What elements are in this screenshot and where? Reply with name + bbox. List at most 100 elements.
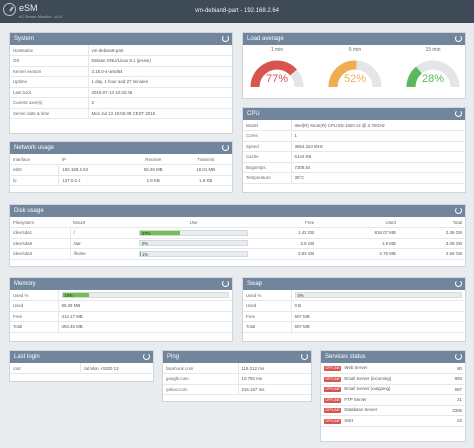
table-row: Uptime 1 day, 1 hour and 27 minutes: [10, 76, 232, 88]
row-value: 80.28 MB: [58, 300, 232, 312]
services-panel: Services status OFFLINE Web Server 80 OFFLI…: [320, 350, 466, 442]
used-space: 4.78 MB: [317, 248, 399, 260]
table-row: Total 507 MB: [243, 321, 465, 333]
refresh-icon[interactable]: [143, 353, 150, 360]
system-panel-header: System: [10, 33, 232, 45]
refresh-icon[interactable]: [455, 207, 462, 214]
row-value: 507 MB: [291, 311, 465, 322]
row-label: Free: [243, 311, 292, 322]
table-row: OFFLINE Email Server (outgoing) 587: [321, 384, 465, 395]
cpu-table: Model Intel(R) Xeon(R) CPU E5-1620 v2 @ 3…: [243, 120, 465, 184]
row-value: 1.9 KB: [179, 175, 232, 186]
table-row: Free 414.17 MB: [10, 311, 232, 322]
service-name: Email Server (outgoing): [344, 386, 391, 392]
disk-panel: Disk usage Filesystem Mount Use Free Used Tot…: [9, 204, 466, 267]
row-value: 507 MB: [291, 321, 465, 333]
gauge-value: 77%: [265, 73, 289, 85]
table-row: google.com 10.792 ms: [163, 373, 311, 385]
usage-bar-fill: [140, 251, 142, 256]
table-row: facebook.com 119.212 ms: [163, 363, 311, 374]
usage-percent: 0%: [142, 241, 149, 247]
gauge-arc: [250, 60, 304, 87]
table-row: root Jul Mon +0200 13: [10, 363, 153, 374]
app-name: eSM: [19, 3, 38, 13]
service-name: Web Server: [344, 365, 368, 370]
row-label: Speed: [243, 141, 292, 152]
refresh-icon[interactable]: [222, 144, 229, 151]
column-header: Free: [251, 217, 318, 228]
cpu-panel-header: CPU: [243, 108, 465, 120]
network-panel-header: Network usage: [10, 142, 232, 154]
table-row: Temperature 39°C: [243, 172, 465, 184]
free-space: 2.9 GB: [251, 238, 318, 249]
ping-panel: Ping facebook.com 119.212 ms google.com 10.…: [162, 350, 312, 402]
service-name: SSH: [344, 417, 354, 423]
refresh-icon[interactable]: [455, 110, 462, 117]
table-row: Kernel version 3.16.0-4-amd64: [10, 66, 232, 77]
table-row: Used % 16%: [10, 290, 232, 301]
memory-table: Used % 16% Used 80.28 MB Free 414.17 MB Total 4…: [10, 290, 232, 333]
used-space: 818.07 MB: [317, 227, 399, 239]
table-row: Last boot 2015-07-13 10:32:46: [10, 87, 232, 98]
load-panel-header: Load average: [243, 33, 465, 45]
filesystem: /dev/sda6: [10, 238, 71, 249]
refresh-icon[interactable]: [455, 280, 462, 287]
service-name: Email Server (incoming): [344, 375, 392, 381]
column-header: IP: [58, 154, 127, 165]
app-subtitle: eZ Server Monitor - v2.0: [19, 14, 63, 19]
row-value: 2: [88, 97, 232, 109]
gauge-logo-icon: [3, 3, 16, 16]
total-space: 2.69 GB: [398, 248, 465, 260]
service-cell: OFFLINE Web Server: [321, 363, 440, 374]
column-header: Receive: [126, 154, 180, 165]
refresh-icon[interactable]: [222, 280, 229, 287]
load-gauge: 5 min 52%: [327, 47, 383, 87]
gauge-value: 28%: [421, 73, 445, 85]
refresh-icon[interactable]: [455, 353, 462, 360]
gauge-label: 1 min: [270, 47, 284, 53]
row-label: Current user(s): [10, 97, 89, 109]
table-row: Speed 3654.323 MHz: [243, 141, 465, 152]
row-value: 3654.323 MHz: [291, 141, 465, 152]
column-header: Interface: [10, 154, 59, 165]
panel-title: Services status: [325, 354, 366, 360]
panel-title: Memory: [14, 281, 36, 287]
column-header: Total: [398, 217, 465, 228]
usage-cell: 16%: [58, 290, 232, 301]
disk-table: Filesystem Mount Use Free Used Total/dev/sda1…: [10, 217, 465, 260]
services-panel-header: Services status: [321, 351, 465, 363]
table-row: eth0 192.168.2.64 56.26 MB 19.01 MB: [10, 164, 232, 176]
row-label: Used: [10, 300, 59, 312]
panel-title: Load average: [247, 36, 284, 42]
load-gauge: 15 min 28%: [405, 47, 461, 87]
filesystem: /dev/sda1: [10, 227, 71, 239]
usage-cell: 1%: [136, 248, 251, 260]
gauge-fill: [328, 60, 357, 87]
usage-percent: 16%: [64, 293, 73, 298]
login-table: root Jul Mon +0200 13: [10, 363, 153, 374]
row-label: lo: [10, 175, 60, 186]
swap-panel: Swap Used % 0% Used 0 B Free 507 MB Total 507 M…: [242, 277, 466, 342]
panel-title: System: [14, 36, 35, 42]
free-space: 1.42 GB: [251, 227, 318, 239]
table-row: Cores 1: [243, 130, 465, 142]
usage-cell: 0%: [136, 238, 251, 249]
service-port: 587: [439, 384, 465, 395]
table-row: OFFLINE FTP Server 21: [321, 394, 465, 406]
row-value: 39°C: [291, 172, 465, 184]
table-row: Server date & time Mon Jul 13 16:55:38 CE…: [10, 108, 232, 119]
row-value: 1: [291, 130, 465, 142]
table-row: OFFLINE Email Server (incoming) 993: [321, 373, 465, 385]
row-value: 414.17 MB: [58, 311, 232, 322]
service-cell: OFFLINE SSH: [321, 415, 440, 427]
refresh-icon[interactable]: [455, 35, 462, 42]
table-row: /dev/sda3/home 1% 2.53 GB 4.78 MB 2.69 GB: [10, 248, 465, 260]
login-user: root: [10, 363, 81, 374]
panel-title: Disk usage: [14, 208, 44, 214]
total-space: 3.09 GB: [398, 238, 465, 249]
row-value: 6144 KB: [291, 151, 465, 163]
refresh-icon[interactable]: [301, 353, 308, 360]
refresh-icon[interactable]: [222, 35, 229, 42]
offline-badge: OFFLINE: [324, 418, 342, 424]
table-row: Cache 6144 KB: [243, 151, 465, 163]
